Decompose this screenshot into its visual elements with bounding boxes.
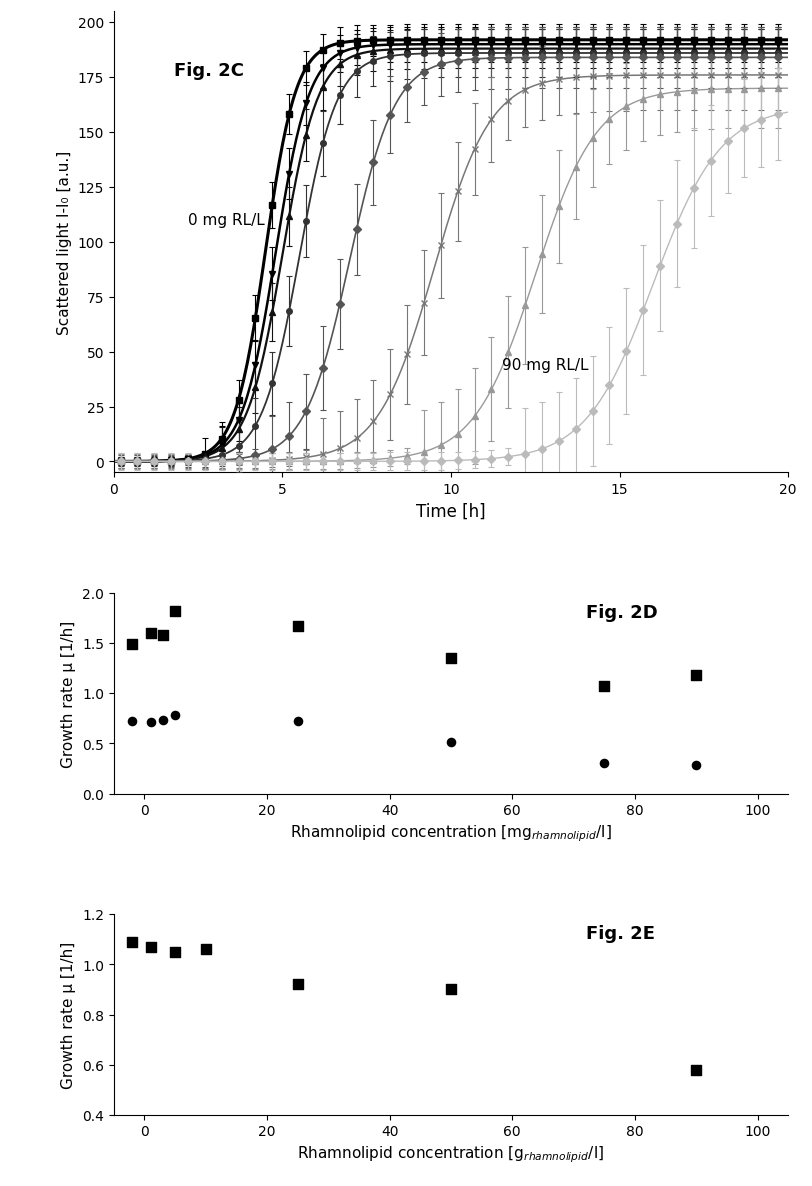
Text: 0 mg RL/L: 0 mg RL/L (188, 212, 265, 228)
Y-axis label: Scattered light I-I₀ [a.u.]: Scattered light I-I₀ [a.u.] (57, 151, 72, 334)
Point (126, 712, 139, 731)
Point (126, 635, 139, 653)
Point (168, 602, 181, 621)
Text: Fig. 2C: Fig. 2C (175, 63, 244, 81)
X-axis label: Rhamnolipid concentration [mg$_{rhamnolipid}$/l]: Rhamnolipid concentration [mg$_{rhamnoli… (290, 823, 611, 843)
Point (444, 980, 457, 999)
Point (156, 712, 169, 731)
Text: Fig. 2D: Fig. 2D (585, 604, 657, 621)
Point (199, 940, 212, 959)
Point (444, 733, 457, 752)
Point (168, 706, 181, 725)
Point (144, 713, 157, 732)
Point (598, 677, 611, 696)
Point (598, 753, 611, 772)
Point (291, 617, 304, 636)
Y-axis label: Growth rate μ [1/h]: Growth rate μ [1/h] (62, 620, 76, 767)
Point (444, 649, 457, 668)
X-axis label: Rhamnolipid concentration [g$_{rhamnolipid}$/l]: Rhamnolipid concentration [g$_{rhamnolip… (297, 1144, 604, 1165)
Point (126, 932, 139, 951)
Point (689, 1060, 702, 1079)
X-axis label: Time [h]: Time [h] (416, 502, 486, 519)
Point (689, 667, 702, 686)
Point (144, 624, 157, 643)
Point (144, 937, 157, 956)
Point (156, 626, 169, 645)
Point (291, 712, 304, 731)
Point (689, 755, 702, 774)
Text: Fig. 2E: Fig. 2E (585, 925, 654, 943)
Point (168, 943, 181, 962)
Point (291, 975, 304, 994)
Y-axis label: Growth rate μ [1/h]: Growth rate μ [1/h] (62, 940, 76, 1089)
Text: 90 mg RL/L: 90 mg RL/L (501, 358, 588, 372)
